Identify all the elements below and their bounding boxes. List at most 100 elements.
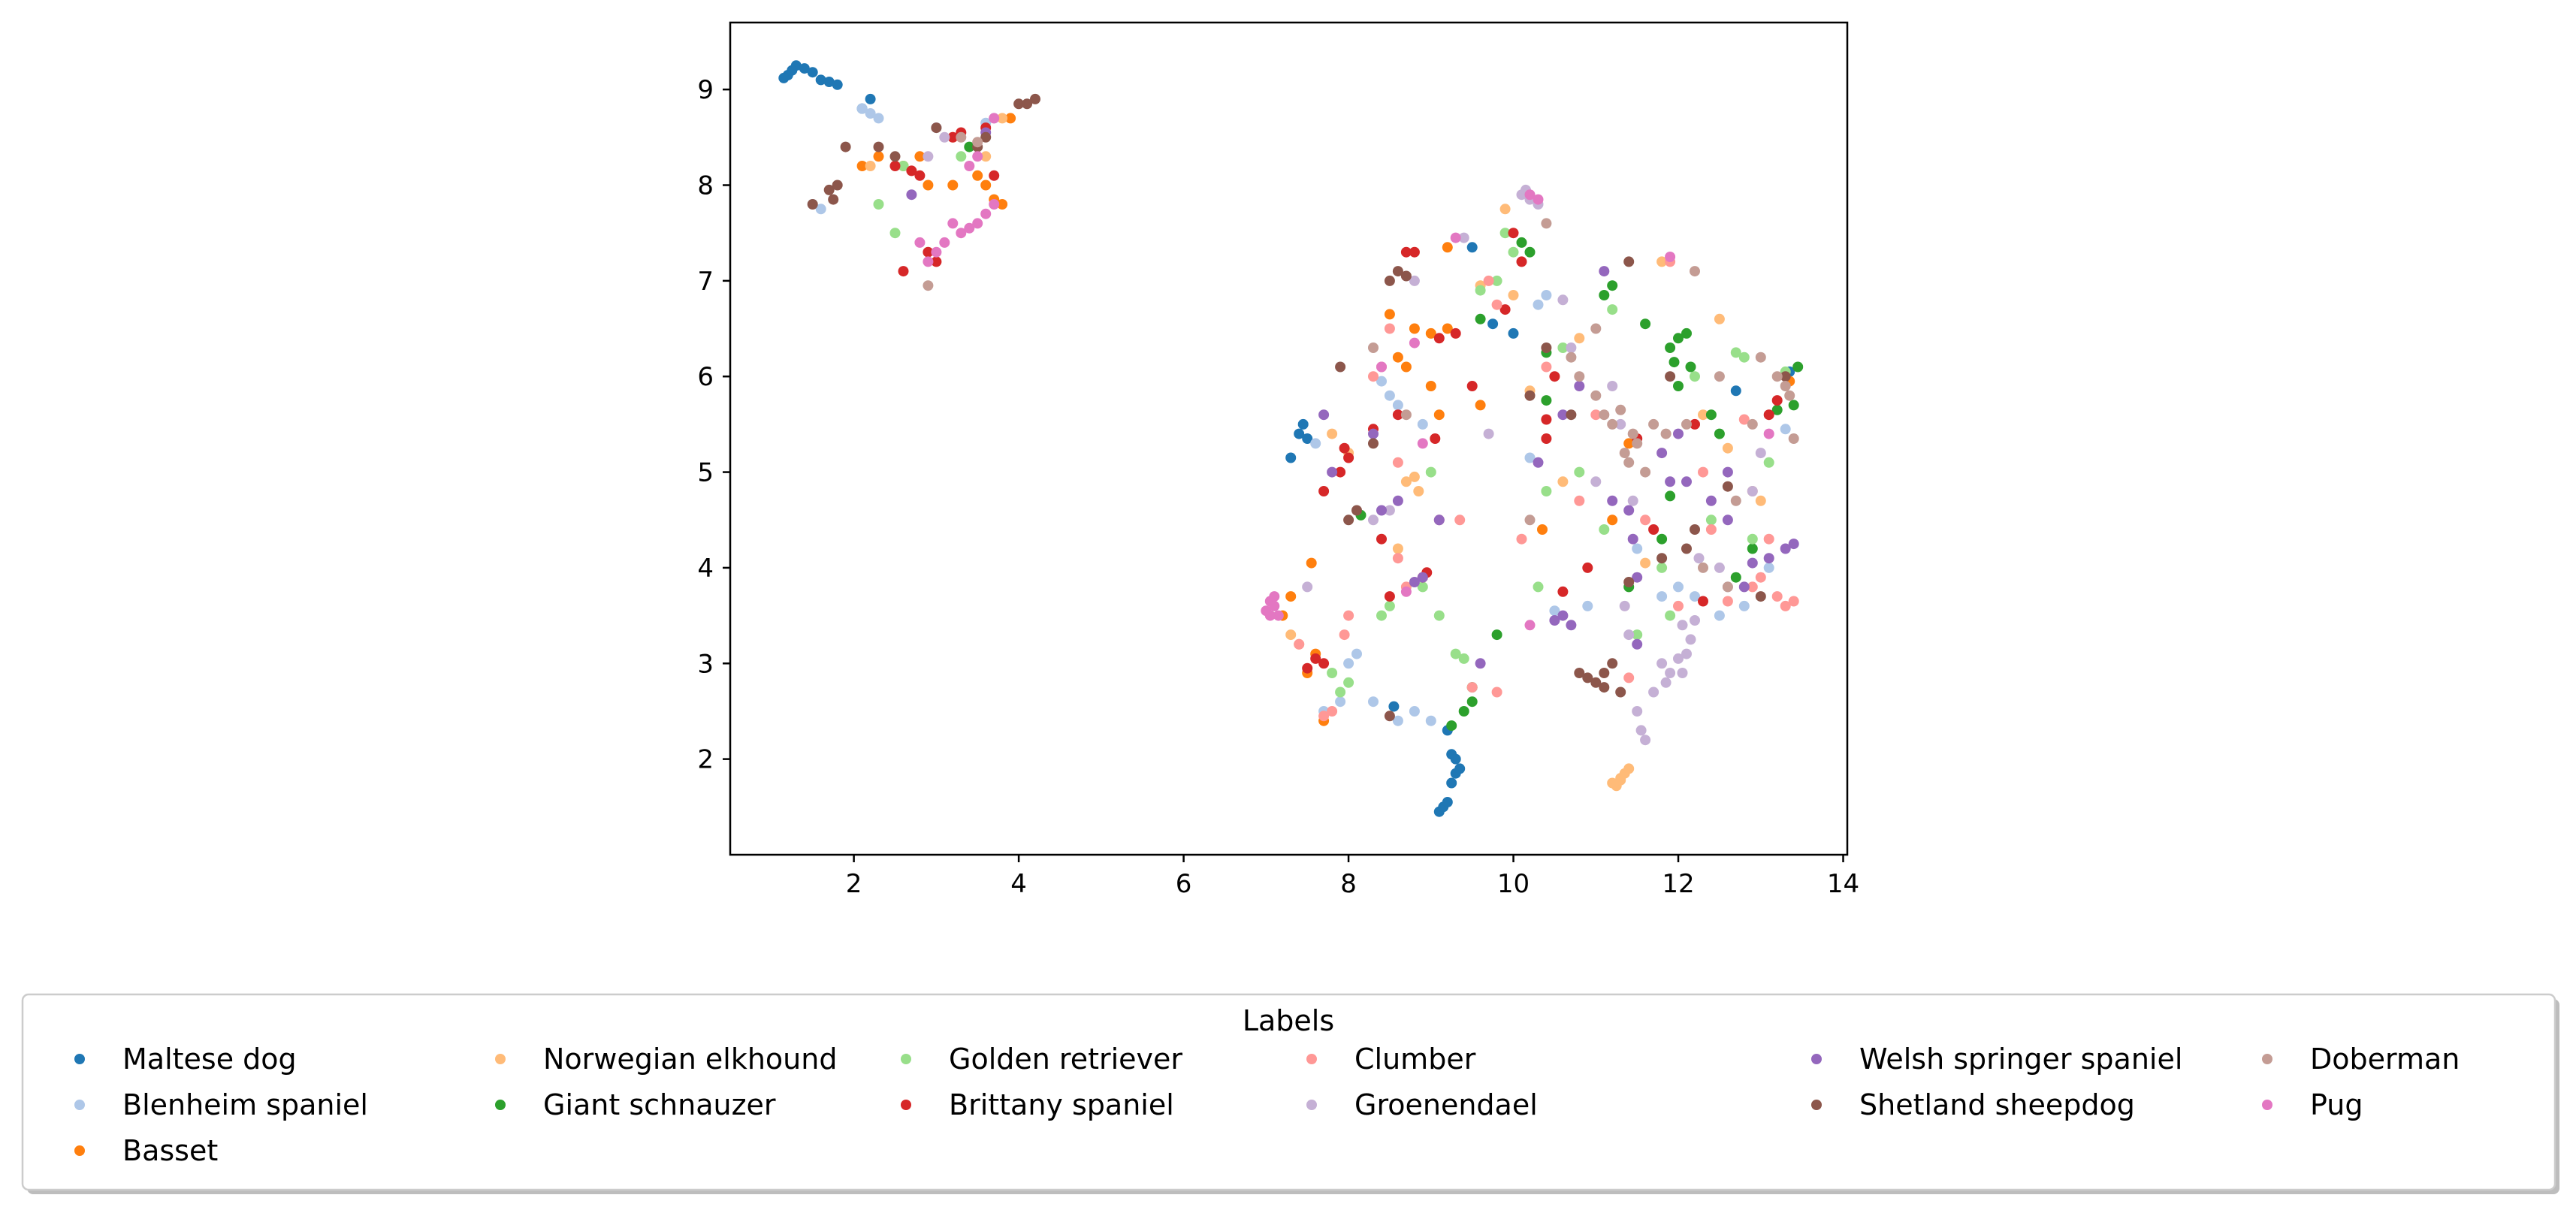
series-golden-retriever: [873, 151, 1791, 698]
data-point: [1763, 533, 1774, 545]
data-point: [1335, 466, 1346, 478]
legend-marker: [1811, 1054, 1822, 1064]
data-point: [1730, 495, 1741, 506]
data-point: [1541, 290, 1552, 300]
data-point: [1582, 672, 1593, 683]
data-point: [1632, 638, 1643, 650]
legend-item: Basset: [74, 1134, 218, 1167]
data-point: [1640, 557, 1651, 569]
data-point: [1566, 620, 1577, 631]
data-point: [1384, 505, 1395, 516]
data-point: [1557, 294, 1569, 306]
data-point: [1673, 428, 1684, 439]
series-norwegian-elkhound: [865, 113, 1766, 792]
data-point: [1557, 409, 1569, 421]
y-tick-label: 5: [697, 458, 714, 488]
data-point: [923, 256, 934, 267]
data-point: [980, 180, 992, 191]
legend-marker: [495, 1054, 506, 1064]
data-point: [1450, 327, 1461, 339]
data-point: [1376, 505, 1387, 516]
data-point: [1635, 725, 1647, 736]
data-point: [1557, 610, 1569, 621]
data-point: [1450, 648, 1461, 659]
data-point: [1755, 448, 1766, 459]
data-point: [865, 161, 876, 171]
data-point: [1788, 539, 1799, 550]
data-point: [1623, 256, 1635, 267]
data-point: [799, 63, 810, 74]
data-point: [1318, 711, 1330, 722]
data-point: [1607, 304, 1618, 315]
data-point: [1656, 448, 1668, 459]
data-point: [1400, 476, 1412, 487]
data-point: [1264, 610, 1276, 621]
data-point: [1343, 514, 1354, 526]
x-tick-label: 8: [1340, 869, 1357, 899]
data-point: [1557, 476, 1569, 487]
data-point: [1599, 409, 1610, 421]
data-point: [1747, 543, 1758, 554]
legend-title: Labels: [1243, 1004, 1334, 1037]
data-point: [1022, 98, 1033, 110]
data-point: [1413, 486, 1424, 496]
data-point: [1788, 400, 1799, 411]
data-point: [1327, 668, 1338, 678]
data-point: [807, 67, 818, 78]
data-point: [1677, 620, 1688, 631]
data-point: [1302, 581, 1313, 593]
data-point: [923, 151, 934, 162]
x-tick-label: 6: [1176, 869, 1192, 899]
data-point: [1433, 333, 1445, 344]
data-point: [1623, 438, 1635, 449]
data-point: [1446, 720, 1457, 732]
data-point: [1607, 280, 1618, 291]
data-point: [1433, 514, 1445, 526]
legend-label: Giant schnauzer: [543, 1088, 776, 1121]
legend-marker: [1306, 1100, 1317, 1110]
legend-item: Doberman: [2262, 1043, 2460, 1076]
legend-label: Norwegian elkhound: [543, 1043, 837, 1076]
data-point: [1665, 342, 1676, 353]
data-point: [873, 113, 884, 124]
data-point: [1368, 514, 1379, 526]
data-point: [1627, 495, 1638, 506]
data-point: [1755, 591, 1766, 602]
data-point: [1491, 629, 1502, 641]
data-point: [1458, 706, 1469, 717]
data-point: [778, 72, 790, 83]
data-point: [1780, 543, 1791, 554]
data-point: [1590, 476, 1602, 487]
data-point: [1343, 610, 1354, 621]
data-point: [1730, 347, 1741, 358]
data-point: [1458, 653, 1469, 664]
data-point: [1627, 428, 1638, 439]
series-clumber: [1294, 256, 1799, 722]
data-point: [1665, 610, 1676, 621]
data-point: [1763, 562, 1774, 573]
data-point: [1541, 395, 1552, 406]
legend-item: Norwegian elkhound: [495, 1043, 837, 1076]
data-point: [947, 131, 959, 143]
data-point: [1384, 600, 1395, 611]
data-point: [1698, 596, 1708, 607]
series-brittany-spaniel: [889, 122, 1783, 674]
data-point: [1392, 495, 1403, 506]
data-point: [832, 79, 843, 90]
data-point: [1656, 562, 1668, 573]
data-point: [1656, 256, 1668, 267]
data-point: [1623, 457, 1635, 468]
data-point: [947, 218, 959, 229]
data-point: [956, 228, 967, 239]
points-layer: [778, 60, 1804, 817]
data-point: [1722, 481, 1733, 492]
legend-item: Groenendael: [1306, 1088, 1538, 1121]
y-tick-label: 2: [697, 745, 714, 775]
data-point: [1722, 581, 1733, 593]
data-point: [1516, 256, 1527, 267]
data-point: [898, 161, 909, 171]
series-groenendael: [923, 122, 1766, 746]
data-point: [1665, 490, 1676, 502]
data-point: [1458, 232, 1469, 243]
